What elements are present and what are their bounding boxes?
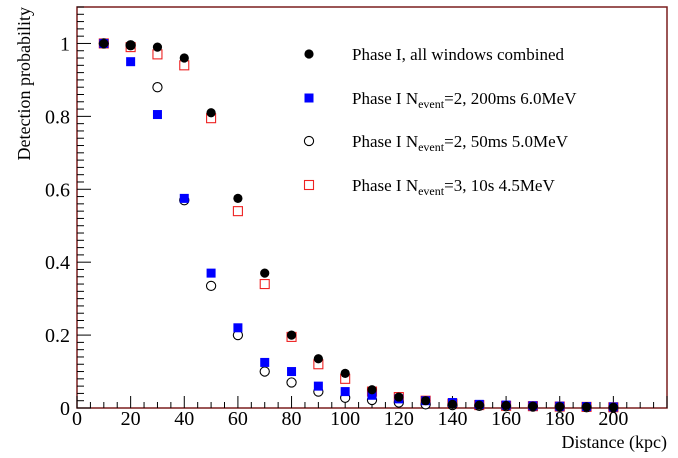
data-point: [179, 193, 189, 203]
x-tick-label: 60: [228, 408, 248, 430]
data-point: [126, 40, 136, 50]
data-point: [260, 357, 270, 367]
legend-label: Phase I Nevent=2, 50ms 5.0MeV: [352, 132, 569, 154]
data-point: [555, 401, 565, 412]
y-axis-label: Detection probability: [14, 7, 34, 160]
y-tick-label: 0.2: [45, 325, 70, 347]
legend-marker: [303, 135, 315, 147]
data-point: [608, 402, 618, 412]
data-point: [206, 108, 216, 118]
legend-entry: Phase I Nevent=2, 50ms 5.0MeV: [303, 132, 569, 154]
y-tick-label: 0: [60, 398, 70, 420]
y-tick-label: 0.8: [45, 106, 70, 128]
data-point: [126, 57, 136, 67]
legend-marker: [304, 49, 314, 59]
data-point: [99, 38, 109, 49]
data-point: [152, 110, 162, 120]
legend-marker: [304, 93, 314, 103]
y-axis: 0 0.2 0.4 0.6 0.8 1: [45, 6, 91, 420]
x-tick-label: 120: [384, 408, 414, 430]
y-tick-label: 1: [60, 33, 70, 55]
legend-entry: Phase I Nevent=2, 200ms 6.0MeV: [304, 89, 577, 111]
x-tick-label: 200: [598, 408, 628, 430]
data-point: [474, 400, 484, 410]
data-point: [313, 381, 323, 391]
x-tick-label: 140: [437, 408, 467, 430]
series-1: [99, 38, 618, 412]
x-tick-label: 40: [174, 408, 194, 430]
data-point: [367, 385, 377, 395]
x-tick-label: 180: [545, 408, 575, 430]
data-point: [259, 366, 270, 377]
data-point: [233, 193, 243, 203]
data-point: [581, 402, 592, 412]
data-point: [313, 354, 323, 364]
x-tick-label: 160: [491, 408, 521, 430]
data-point: [286, 330, 297, 340]
legend-label: Phase I, all windows combined: [352, 45, 564, 64]
data-point: [259, 279, 270, 290]
data-point: [421, 396, 431, 406]
data-point: [152, 42, 163, 52]
legend-label: Phase I Nevent=2, 200ms 6.0MeV: [352, 89, 577, 111]
data-point: [367, 390, 377, 400]
legend-label: Phase I Nevent=3, 10s 4.5MeV: [352, 176, 555, 198]
data-point: [260, 268, 270, 278]
data-point: [340, 368, 350, 378]
data-point: [233, 323, 243, 333]
data-point: [232, 206, 243, 217]
legend-marker: [303, 179, 315, 191]
data-point: [286, 377, 297, 388]
data-point: [287, 367, 297, 377]
data-points: [98, 38, 619, 413]
data-point: [394, 392, 404, 402]
x-axis-label: Distance (kpc): [562, 432, 667, 453]
x-tick-label: 80: [282, 408, 302, 430]
data-point: [447, 399, 458, 409]
data-point: [205, 280, 217, 292]
data-point: [152, 82, 163, 93]
data-point: [179, 53, 189, 63]
legend-entry: Phase I Nevent=3, 10s 4.5MeV: [303, 176, 555, 198]
data-point: [528, 401, 538, 411]
y-tick-label: 0.6: [45, 179, 70, 201]
plot-frame: [76, 6, 668, 409]
data-point: [501, 400, 511, 411]
x-tick-label: 20: [121, 408, 141, 430]
data-point: [340, 387, 350, 397]
legend-entry: Phase I, all windows combined: [304, 45, 564, 64]
legend: Phase I, all windows combined Phase I Nev…: [303, 45, 577, 198]
x-tick-label: 0: [72, 408, 82, 430]
y-tick-label: 0.4: [45, 252, 70, 274]
data-point: [206, 268, 216, 278]
x-tick-label: 100: [330, 408, 360, 430]
